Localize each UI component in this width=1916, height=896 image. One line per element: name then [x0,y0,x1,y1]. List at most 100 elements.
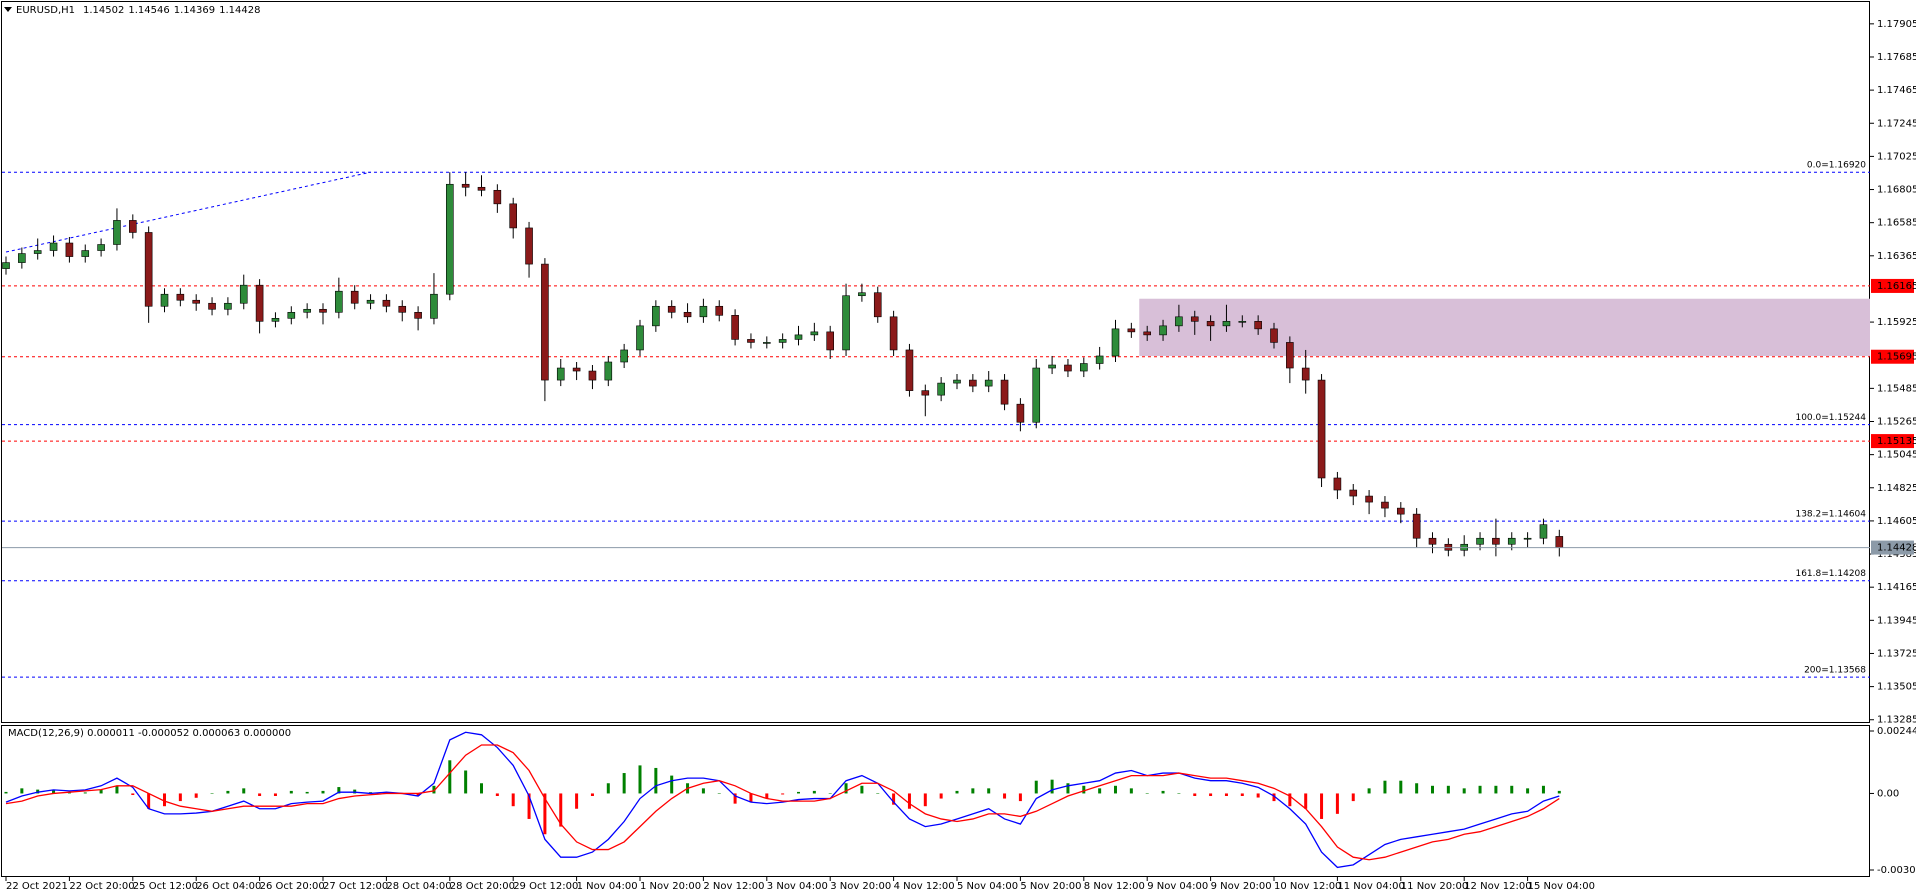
candle-body [1016,403,1025,423]
histogram-bar [1399,780,1403,794]
x-tick-label: 27 Oct 12:00 [323,881,388,892]
y-tick-label: 1.14605 [1877,516,1916,527]
y-tick-label: -0.003002 [1877,865,1916,876]
histogram-bar [1510,785,1514,794]
histogram-bar [844,783,848,794]
y-tick-label: 1.13725 [1877,648,1916,659]
candle-body [1397,507,1405,515]
histogram-bar [480,783,483,794]
candle-body [303,308,311,313]
histogram-bar [543,793,547,835]
candle-body [271,318,280,322]
candle-body [65,242,74,257]
candle-body [937,382,945,396]
x-tick-label: 25 Oct 12:00 [133,881,198,892]
histogram-bar [1066,783,1070,794]
histogram-bar [987,788,991,794]
price-pane-frame [1,1,1870,723]
histogram-bar [226,790,230,794]
sr-label: 1.15135 [1877,436,1916,447]
candle-body [160,293,169,307]
x-tick-label: 5 Nov 04:00 [957,881,1018,892]
histogram-bar [1018,793,1022,802]
candle-body [1412,513,1421,539]
candle-body [239,284,248,304]
histogram-bar [765,793,769,799]
y-tick-label: 1.16365 [1877,251,1916,262]
x-tick-label: 29 Oct 12:00 [513,881,578,892]
candle-body [747,339,755,343]
histogram-bar [242,788,246,794]
candle-body [398,305,407,313]
x-tick-label: 1 Nov 20:00 [640,881,701,892]
histogram-bar [575,793,579,809]
y-tick-label: 1.14825 [1877,483,1916,494]
candle-body [1095,355,1104,364]
histogram-bar [4,791,8,794]
candle-body [1349,489,1358,497]
candle-body [1032,367,1041,423]
histogram-bar [1209,793,1213,796]
histogram-bar [606,783,610,794]
histogram-bar [1335,793,1339,814]
candle-body [1159,325,1167,336]
fib-label: 138.2=1.14604 [1795,510,1866,520]
histogram-bar [1098,788,1102,794]
candle-body [794,334,803,340]
sr-label: 1.15695 [1877,352,1916,363]
histogram-bar [178,793,182,802]
candle-body [224,302,232,310]
histogram-bar [20,788,24,794]
histogram-bar [83,792,87,794]
histogram-bar [860,785,864,794]
macd-line [5,744,1560,861]
candle-body [667,305,676,313]
x-tick-label: 22 Oct 20:00 [69,881,134,892]
histogram-bar [955,790,959,794]
histogram-bar [622,773,626,794]
y-tick-label: 1.16805 [1877,185,1916,196]
histogram-bar [1114,785,1117,794]
candle-body [826,331,835,351]
candle-body [842,295,850,351]
candle-body [49,242,58,251]
histogram-bar [1446,785,1450,794]
histogram-bar [1129,788,1133,794]
menu-arrow[interactable] [4,7,12,12]
candle-body [1492,537,1500,545]
histogram-bar [876,793,880,794]
candle-body [652,305,660,327]
x-tick-label: 9 Nov 04:00 [1147,881,1208,892]
histogram-bar [1351,793,1355,802]
histogram-bar [939,793,943,799]
histogram-bar [511,793,515,807]
x-tick-label: 9 Nov 20:00 [1211,881,1272,892]
y-tick-label: 1.14165 [1877,582,1916,593]
candle-body [905,349,914,391]
candle-body [1175,316,1183,327]
candle-body [1539,524,1548,539]
y-tick-label: 1.13945 [1877,615,1916,626]
histogram-bar [1367,788,1371,794]
candle-body [255,284,264,322]
histogram-bar [749,793,753,803]
histogram-bar [1177,793,1181,794]
current-price-box [1871,540,1914,555]
histogram-bar [305,791,309,794]
histogram-bar [1034,780,1038,794]
macd-line [5,731,1560,869]
candle-body [810,331,819,336]
histogram-bar [670,775,674,794]
y-tick-label: 1.15485 [1877,383,1916,394]
histogram-bar [1193,793,1197,796]
x-tick-label: 15 Nov 04:00 [1528,881,1595,892]
x-tick-label: 4 Nov 12:00 [894,881,955,892]
candle-body [889,316,898,351]
candle-body [604,361,613,381]
y-tick-label: 1.15045 [1877,450,1916,461]
histogram-bar [416,793,420,796]
candle-body [414,311,422,319]
sr-label: 1.16165 [1877,281,1916,292]
candle-body [556,367,565,381]
